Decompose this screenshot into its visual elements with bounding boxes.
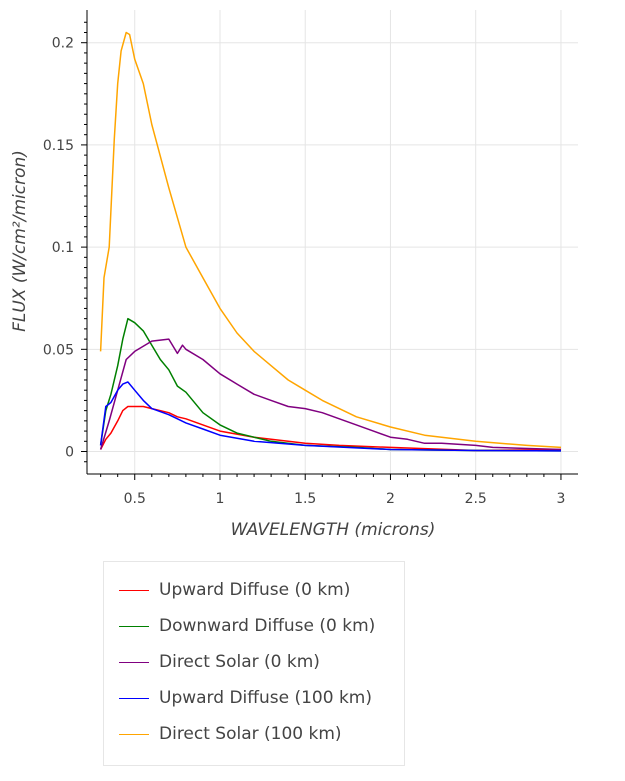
y-tick-label: 0.2 xyxy=(52,36,74,52)
legend-item[interactable]: Direct Solar (0 km) xyxy=(119,650,320,674)
legend-item[interactable]: Direct Solar (100 km) xyxy=(119,722,342,746)
axes: 0.5 1 1.5 2 2.5 3 0 0.05 0.1 0.15 0.2 xyxy=(43,10,578,507)
legend-item[interactable]: Downward Diffuse (0 km) xyxy=(119,614,375,638)
grid xyxy=(87,10,578,474)
legend-swatch xyxy=(119,589,149,591)
legend-swatch xyxy=(119,661,149,663)
x-tick-label: 1.5 xyxy=(294,491,316,507)
x-axis-label: WAVELENGTH (microns) xyxy=(231,520,436,540)
series-lines xyxy=(99,31,562,452)
legend-swatch xyxy=(119,733,149,735)
series-line-2 xyxy=(99,338,562,451)
x-tick-label: 2.5 xyxy=(465,491,487,507)
x-tick-label: 1 xyxy=(216,491,225,507)
y-tick-label: 0.15 xyxy=(43,138,74,154)
legend-label: Direct Solar (100 km) xyxy=(159,724,342,744)
legend-label: Direct Solar (0 km) xyxy=(159,652,320,672)
legend-label: Downward Diffuse (0 km) xyxy=(159,616,376,636)
legend-swatch xyxy=(119,697,149,699)
y-tick-label: 0.1 xyxy=(52,240,74,256)
y-tick-label: 0 xyxy=(65,445,74,461)
x-tick-label: 3 xyxy=(556,491,565,507)
legend-item[interactable]: Upward Diffuse (100 km) xyxy=(119,686,372,710)
legend-label: Upward Diffuse (0 km) xyxy=(159,580,351,600)
series-line-3 xyxy=(99,381,562,452)
y-axis-label: FLUX (W/cm²/micron) xyxy=(10,150,30,332)
legend-label: Upward Diffuse (100 km) xyxy=(159,688,372,708)
legend: Upward Diffuse (0 km) Downward Diffuse (0… xyxy=(103,561,405,766)
x-tick-label: 2 xyxy=(386,491,395,507)
line-chart: 0.5 1 1.5 2 2.5 3 0 0.05 0.1 0.15 0.2 WAVELENGTH (… xyxy=(10,10,578,540)
series-line-0 xyxy=(99,405,562,452)
series-line-1 xyxy=(99,317,562,452)
series-line-4 xyxy=(99,31,562,449)
legend-item[interactable]: Upward Diffuse (0 km) xyxy=(119,578,350,602)
x-tick-label: 0.5 xyxy=(124,491,146,507)
y-tick-label: 0.05 xyxy=(43,342,74,358)
legend-swatch xyxy=(119,625,149,627)
